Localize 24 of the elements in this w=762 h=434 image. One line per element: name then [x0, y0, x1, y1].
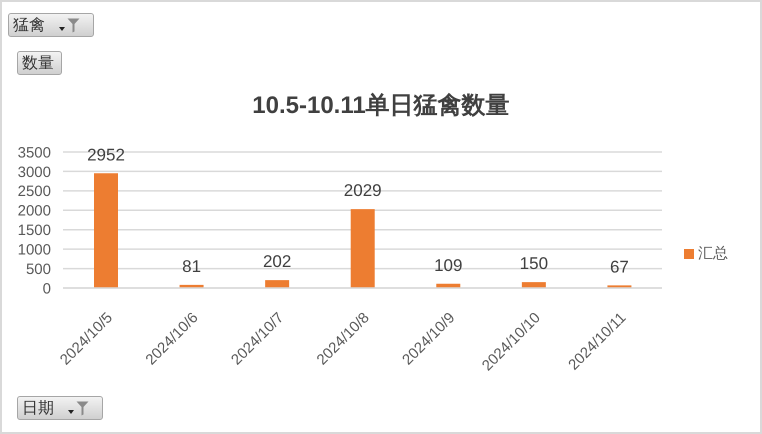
chart-title: 10.5-10.11单日猛禽数量	[251, 91, 511, 121]
field-button: 数量	[17, 51, 62, 75]
data-label: 2029	[344, 181, 382, 200]
data-label: 67	[610, 257, 629, 276]
data-label: 150	[520, 254, 548, 274]
bar	[350, 209, 375, 288]
y-tick-label: 1500	[18, 222, 51, 240]
field-button: 日期	[17, 396, 103, 420]
y-tick-label: 0	[42, 280, 51, 298]
bar	[265, 280, 290, 288]
field-button: 猛禽	[8, 13, 94, 37]
y-tick-label: 1000	[18, 241, 51, 258]
legend-label: 汇总	[698, 245, 728, 262]
data-label: 81	[182, 256, 202, 276]
y-tick-label: 2500	[18, 183, 51, 200]
bar	[94, 173, 118, 288]
data-label: 2952	[87, 145, 125, 164]
data-label: 202	[262, 252, 292, 272]
y-tick-label: 3000	[18, 164, 51, 181]
data-label: 109	[434, 256, 462, 275]
y-tick-label: 500	[26, 260, 51, 278]
y-tick-label: 2000	[18, 202, 51, 220]
bar	[522, 282, 546, 288]
y-tick-label: 3500	[18, 144, 51, 162]
